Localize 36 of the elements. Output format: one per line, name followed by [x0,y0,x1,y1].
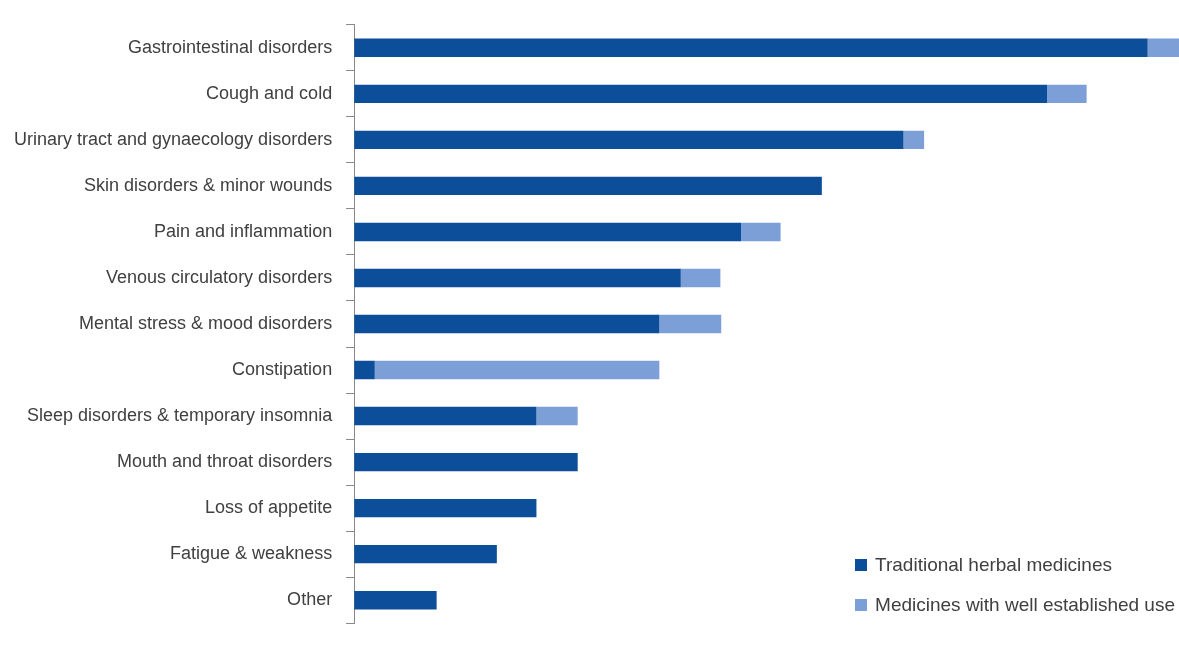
bar [536,406,578,426]
bar [354,38,1148,58]
y-tick-label: Mental stress & mood disorders [79,312,333,333]
y-tick-label: Fatigue & weakness [170,543,333,564]
bar [354,406,537,426]
y-tick-label: Gastrointestinal disorders [128,36,333,57]
bar [1147,38,1179,58]
y-tick-label: Venous circulatory disorders [106,266,333,287]
bar [374,360,660,380]
bar [354,222,742,242]
bar [354,590,437,610]
y-tick-label: Mouth and throat disorders [117,451,333,472]
bar [354,314,660,334]
bar [741,222,781,242]
bar [903,130,925,150]
legend-label: Medicines with well established use [875,594,1175,616]
y-tick-label: Sleep disorders & temporary insomnia [27,405,334,426]
bar [680,268,721,288]
y-tick-label: Other [287,589,333,610]
y-tick-label: Skin disorders & minor wounds [84,174,333,195]
y-tick-label: Loss of appetite [205,497,333,518]
y-tick-label: Constipation [232,359,333,379]
y-tick-label: Urinary tract and gynaecology disorders [14,128,333,149]
bar [1047,84,1087,104]
bar [354,544,497,564]
bar [354,84,1048,104]
legend-label: Traditional herbal medicines [875,554,1112,576]
bar [354,360,375,380]
bar [354,452,578,472]
bar [354,130,904,150]
bar [354,176,822,196]
bar [659,314,722,334]
bar [354,498,537,518]
y-tick-label: Pain and inflammation [154,220,333,241]
bar [354,268,681,288]
y-tick-label: Cough and cold [206,82,333,103]
